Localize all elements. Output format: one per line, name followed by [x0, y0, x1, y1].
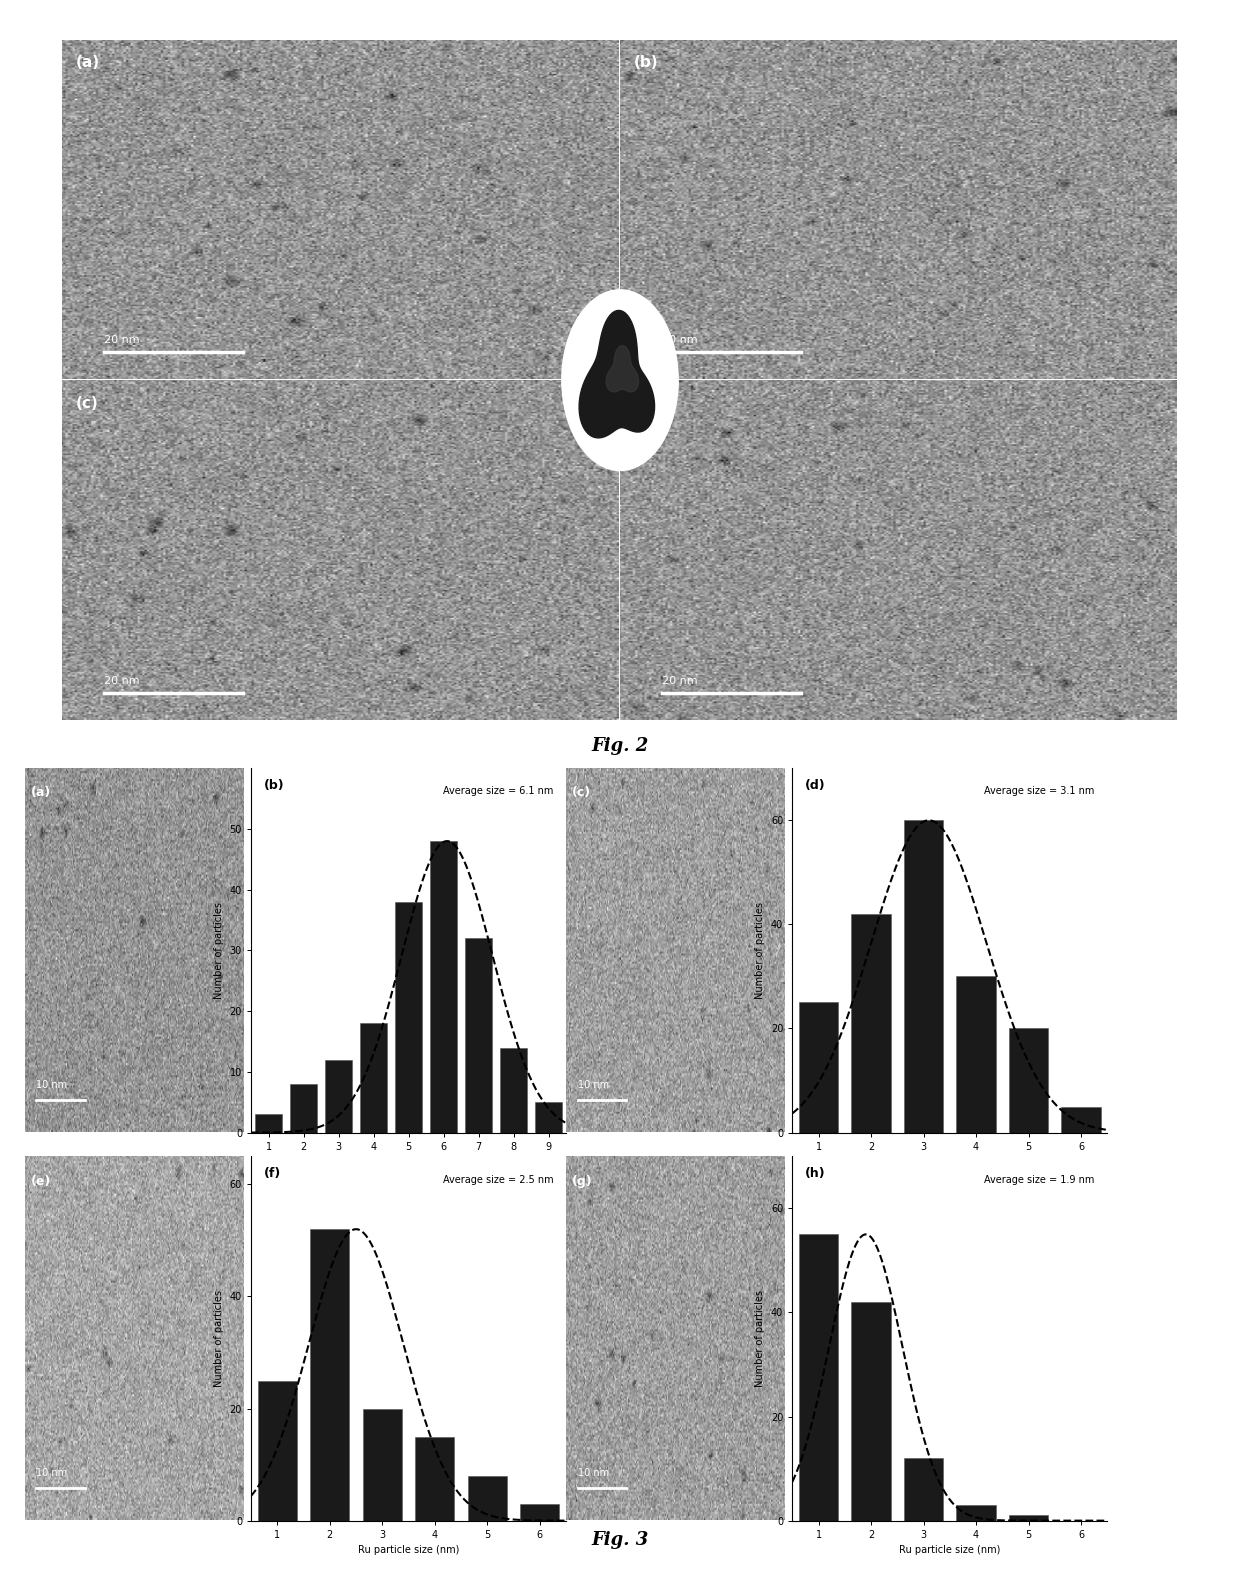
Text: (f): (f): [264, 1167, 281, 1180]
Bar: [258, 1381, 296, 1521]
Bar: [852, 914, 890, 1133]
Text: Average size = 3.1 nm: Average size = 3.1 nm: [985, 786, 1095, 797]
Bar: [1009, 1516, 1048, 1521]
Bar: [1061, 1107, 1101, 1133]
Y-axis label: Number of particles: Number of particles: [215, 901, 224, 1000]
Text: 20 nm: 20 nm: [104, 334, 139, 345]
Bar: [325, 1060, 352, 1133]
Y-axis label: Number of particles: Number of particles: [755, 901, 765, 1000]
Bar: [956, 976, 996, 1133]
Text: Average size = 2.5 nm: Average size = 2.5 nm: [443, 1175, 553, 1185]
Text: (e): (e): [31, 1175, 51, 1188]
Bar: [1009, 1028, 1048, 1133]
Bar: [362, 1408, 402, 1521]
Bar: [255, 1115, 281, 1133]
Bar: [396, 901, 422, 1133]
Bar: [536, 1102, 562, 1133]
Text: 10 nm: 10 nm: [578, 1468, 609, 1478]
Bar: [956, 1505, 996, 1521]
Bar: [852, 1302, 890, 1521]
Text: (b): (b): [634, 55, 658, 70]
Bar: [799, 1003, 838, 1133]
Bar: [467, 1476, 507, 1521]
Text: Fig. 2: Fig. 2: [591, 737, 649, 754]
Bar: [904, 821, 944, 1133]
Polygon shape: [579, 310, 655, 437]
Text: 20 nm: 20 nm: [662, 334, 697, 345]
Y-axis label: Number of particles: Number of particles: [755, 1289, 765, 1388]
Bar: [430, 841, 456, 1133]
Bar: [415, 1437, 455, 1521]
Bar: [501, 1047, 527, 1133]
Polygon shape: [606, 345, 639, 391]
Text: (a): (a): [76, 55, 100, 70]
Bar: [290, 1083, 316, 1133]
Bar: [799, 1234, 838, 1521]
Text: (d): (d): [805, 779, 826, 792]
Bar: [520, 1503, 559, 1521]
X-axis label: Ru particle size (nm): Ru particle size (nm): [358, 1158, 459, 1167]
Text: (c): (c): [572, 786, 591, 800]
Ellipse shape: [560, 288, 680, 470]
Text: 10 nm: 10 nm: [36, 1468, 67, 1478]
X-axis label: Ru particle size (nm): Ru particle size (nm): [899, 1546, 1001, 1555]
Text: (c): (c): [76, 396, 99, 410]
Bar: [904, 1459, 944, 1521]
Text: (g): (g): [572, 1175, 593, 1188]
Text: 10 nm: 10 nm: [36, 1080, 67, 1090]
X-axis label: Ru particle size (nm): Ru particle size (nm): [358, 1546, 459, 1555]
X-axis label: Ru particle size (nm): Ru particle size (nm): [899, 1158, 1001, 1167]
Text: (h): (h): [805, 1167, 826, 1180]
Text: 20 nm: 20 nm: [662, 675, 697, 686]
Text: Average size = 1.9 nm: Average size = 1.9 nm: [985, 1175, 1095, 1185]
Text: (a): (a): [31, 786, 51, 800]
Text: Average size = 6.1 nm: Average size = 6.1 nm: [443, 786, 553, 797]
Text: (b): (b): [264, 779, 284, 792]
Text: 20 nm: 20 nm: [104, 675, 139, 686]
Text: 10 nm: 10 nm: [578, 1080, 609, 1090]
Bar: [310, 1229, 350, 1521]
Bar: [465, 938, 492, 1133]
Y-axis label: Number of particles: Number of particles: [215, 1289, 224, 1388]
Text: Fig. 3: Fig. 3: [591, 1532, 649, 1549]
Bar: [361, 1023, 387, 1133]
Text: (d): (d): [634, 396, 658, 410]
